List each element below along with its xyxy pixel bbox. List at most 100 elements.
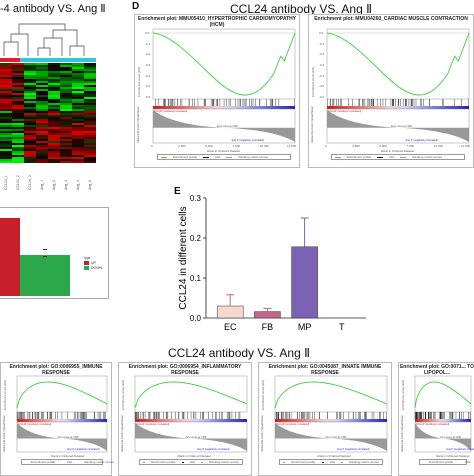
heatmap-cell	[24, 63, 36, 65]
es-frame	[326, 28, 470, 100]
heatmap-cell	[60, 153, 72, 155]
negative-label: 'Ang II' (negatively correlated)	[231, 139, 265, 142]
rank-tick: 5,000	[205, 144, 213, 148]
heatmap-cell	[72, 69, 84, 71]
heatmap-cell	[72, 105, 84, 107]
heatmap-cell	[84, 149, 96, 151]
heatmap-cell	[84, 83, 96, 85]
es-tick: -0.1	[319, 41, 325, 46]
bar-mp	[291, 246, 318, 319]
heatmap-cell	[60, 65, 72, 67]
bar-fb	[254, 311, 281, 319]
heatmap-cell	[12, 157, 24, 159]
heatmap-cell	[72, 91, 84, 93]
heatmap-cell	[36, 103, 48, 105]
legend-entry: Enrichment profile	[347, 155, 372, 159]
rank-tick: 12,500	[287, 144, 297, 148]
heatmap-cell	[24, 153, 36, 155]
heatmap-cell	[84, 155, 96, 157]
heatmap-cell	[84, 127, 96, 129]
heatmap-cell	[84, 107, 96, 109]
heatmap-cell	[0, 85, 12, 87]
heatmap-cell	[36, 99, 48, 101]
heatmap-cell	[24, 111, 36, 113]
heatmap-cell	[60, 93, 72, 95]
heatmap-cell	[36, 65, 48, 67]
heatmap-cell	[0, 149, 12, 151]
heatmap-cell	[0, 131, 12, 133]
legend-entry: Hits	[189, 460, 195, 464]
rank-axis-label: Rank in Ordered Dataset	[436, 454, 470, 458]
heatmap-cell	[60, 159, 72, 161]
heatmap-cell	[0, 71, 12, 73]
heatmap-cell	[24, 155, 36, 157]
legend-entry: Enrichment profile	[31, 460, 56, 464]
heatmap-cell	[12, 83, 24, 85]
heatmap-cell	[36, 69, 48, 71]
y-tick-label: 0.3	[190, 194, 202, 203]
heatmap-cell	[60, 77, 72, 79]
heatmap-cell	[12, 81, 24, 83]
legend-entry: Hits	[67, 460, 73, 464]
heatmap-cell	[36, 155, 48, 157]
heatmap-cell	[12, 143, 24, 145]
heatmap-cell	[0, 93, 12, 95]
legend-swatch	[283, 461, 286, 463]
heatmap-column-label: CCL24_2	[16, 175, 20, 190]
heatmap-cell	[24, 149, 36, 151]
y-tick-label: 0.2	[190, 234, 202, 243]
heatmap-cell	[12, 69, 24, 71]
heatmap-cell	[0, 63, 12, 65]
es-frame	[152, 28, 296, 100]
heatmap-cell	[36, 153, 48, 155]
gsea-legend: Enrichment profile Hits Ranking metric sco…	[331, 154, 465, 160]
heatmap-cell	[36, 145, 48, 147]
heatmap-cell	[84, 135, 96, 137]
heatmap-cell	[72, 93, 84, 95]
heatmap-cell	[60, 71, 72, 73]
heatmap-cell	[84, 139, 96, 141]
y-axis-label: CCL24 in different cells	[178, 206, 189, 309]
heatmap-cell	[48, 147, 60, 149]
gsea-plot-lipopolysaccharide: Enrichment plot: GO:0071... TO LIPOPOL..…	[398, 362, 474, 476]
es-frame	[414, 375, 472, 413]
heatmap-cell	[24, 69, 36, 71]
rank-axis-label: Rank in Ordered Dataset	[51, 454, 85, 458]
legend-entry: Hits	[215, 155, 221, 159]
heatmap-cell	[0, 81, 12, 83]
heatmap-cell	[72, 73, 84, 75]
heatmap-cell	[72, 153, 84, 155]
es-tick: -0.1	[145, 41, 151, 46]
dendrogram	[3, 23, 85, 56]
heatmap-cell	[36, 143, 48, 145]
gsea-legend: Enrichment profile Hits Ranking metric sco…	[279, 459, 383, 465]
es-tick: -0.4	[319, 73, 325, 78]
heatmap-cell	[0, 155, 12, 157]
heatmap-cell	[84, 103, 96, 105]
heatmap-cell	[12, 139, 24, 141]
legend-entry: Ranking metric scores	[238, 155, 269, 159]
heatmap-cell	[36, 137, 48, 139]
heatmap-column-label: CCL24_1	[4, 175, 8, 190]
heatmap-cell	[36, 73, 48, 75]
heatmap-cell	[72, 95, 84, 97]
heatmap-cell	[12, 131, 24, 133]
heatmap-cell	[36, 89, 48, 91]
heatmap-cell	[36, 129, 48, 131]
heatmap-cell	[0, 97, 12, 99]
panel-b-frame	[0, 207, 109, 299]
zero-cross-label: Zero cross at 7496	[440, 435, 462, 439]
heatmap-cell	[0, 129, 12, 131]
heatmap-cell	[36, 115, 48, 117]
rank-color-strip	[17, 419, 107, 422]
heatmap-cell	[48, 125, 60, 127]
heatmap-cell	[24, 107, 36, 109]
heatmap-cell	[48, 101, 60, 103]
heatmap-cell	[0, 119, 12, 121]
metric-axis-label: Ranked list metric (Signal2Noise)	[261, 415, 264, 452]
heatmap-cell	[36, 127, 48, 129]
bar-up	[0, 218, 20, 296]
heatmap-cell	[60, 101, 72, 103]
heatmap-cell	[48, 139, 60, 141]
heatmap-cell	[36, 95, 48, 97]
